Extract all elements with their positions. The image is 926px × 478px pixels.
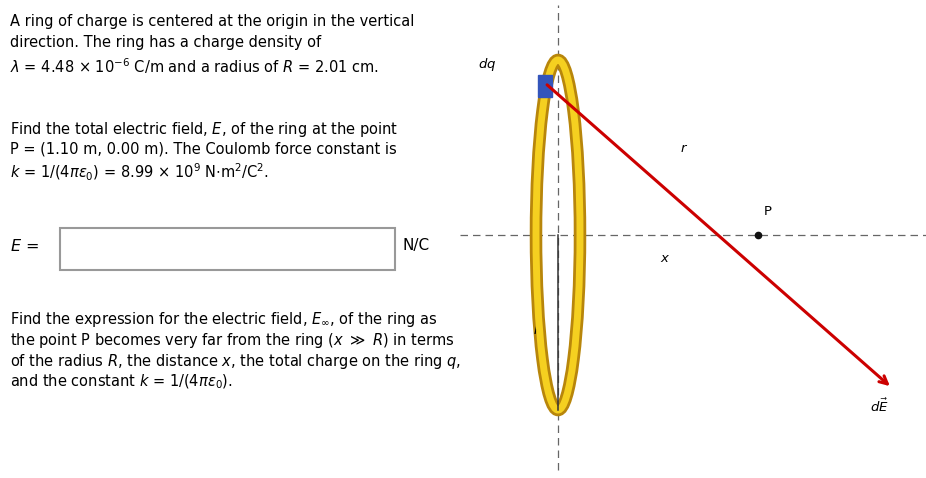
Text: direction. The ring has a charge density of: direction. The ring has a charge density… (10, 35, 321, 50)
Text: the point P becomes very far from the ring ($x$ $\gg$ $R$) in terms: the point P becomes very far from the ri… (10, 331, 455, 350)
FancyBboxPatch shape (538, 75, 552, 97)
Text: $dq$: $dq$ (478, 56, 496, 73)
Text: Find the total electric field, $\mathit{E}$, of the ring at the point: Find the total electric field, $\mathit{… (10, 120, 398, 139)
Text: Find the expression for the electric field, $E_{\infty}$, of the ring as: Find the expression for the electric fie… (10, 310, 437, 329)
Text: $R$: $R$ (533, 324, 543, 337)
Text: $d\vec{E}$: $d\vec{E}$ (870, 398, 889, 415)
FancyBboxPatch shape (60, 228, 395, 270)
Text: $k$ = 1/(4$\pi\epsilon_0$) = 8.99 $\times$ 10$^9$ N$\cdot$m$^2$/C$^2$.: $k$ = 1/(4$\pi\epsilon_0$) = 8.99 $\time… (10, 162, 269, 183)
Text: $r$: $r$ (680, 142, 688, 155)
Text: $x$: $x$ (660, 252, 670, 265)
Text: $\lambda$ = 4.48 $\times$ 10$^{-6}$ C/m and a radius of $\mathit{R}$ = 2.01 cm.: $\lambda$ = 4.48 $\times$ 10$^{-6}$ C/m … (10, 56, 379, 76)
Text: $E$ =: $E$ = (10, 238, 39, 254)
Text: N/C: N/C (402, 239, 429, 253)
Text: A ring of charge is centered at the origin in the vertical: A ring of charge is centered at the orig… (10, 14, 414, 29)
Text: P: P (764, 205, 772, 218)
Text: and the constant $k$ = 1/(4$\pi\epsilon_0$).: and the constant $k$ = 1/(4$\pi\epsilon_… (10, 373, 232, 391)
Text: P = (1.10 m, 0.00 m). The Coulomb force constant is: P = (1.10 m, 0.00 m). The Coulomb force … (10, 141, 396, 156)
Text: of the radius $\mathit{R}$, the distance $x$, the total charge on the ring $q$,: of the radius $\mathit{R}$, the distance… (10, 352, 461, 371)
